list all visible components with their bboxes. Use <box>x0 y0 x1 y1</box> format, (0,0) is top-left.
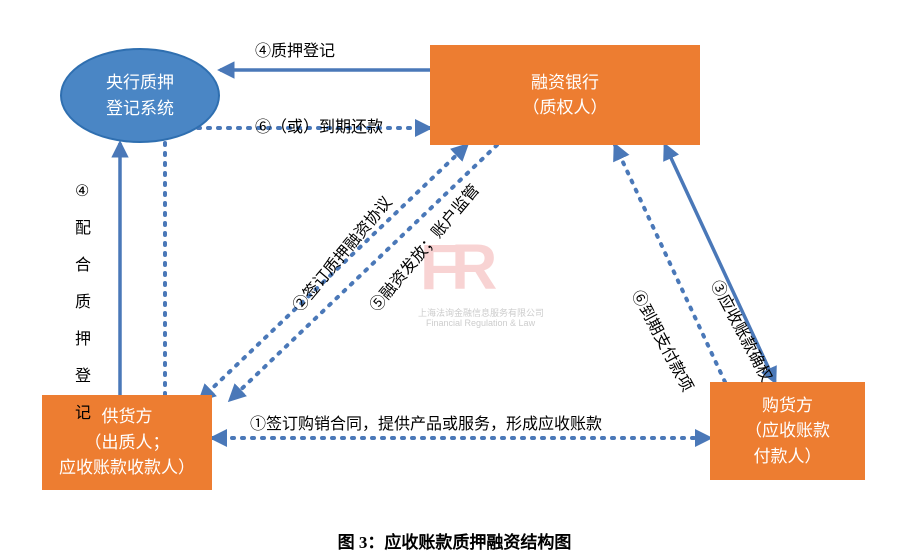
node-supplier: 供货方 （出质人； 应收账款收款人） <box>42 395 212 490</box>
edge-label-line: 押 <box>75 328 91 352</box>
node-label: 央行质押 <box>106 70 174 96</box>
edge-label-4-registration: ④质押登记 <box>255 40 335 64</box>
edge-label-6-due-pay: ⑥到期支付款项 <box>624 286 698 396</box>
node-label: 付款人） <box>754 444 822 470</box>
edge-label-3-confirm: ③应收账款确权 <box>703 276 777 386</box>
edge-label-4-cooperate: ④ 配 合 质 押 登 记 <box>75 180 91 439</box>
edge-label-6-or-repay: ⑥（或）到期还款 <box>255 116 383 140</box>
node-financing-bank: 融资银行 （质权人） <box>430 45 700 145</box>
figure-caption: 图 3：应收账款质押融资结构图 <box>0 528 909 553</box>
node-label: （出质人； <box>85 430 170 456</box>
node-label: 融资银行 <box>531 70 599 96</box>
edge-label-line: 配 <box>75 217 91 241</box>
watermark-text-2: Financial Regulation & Law <box>426 318 535 328</box>
node-central-bank-registry: 央行质押 登记系统 <box>60 48 220 143</box>
edge-label-line: 合 <box>75 254 91 278</box>
edge-label-1-contract: ①签订购销合同，提供产品或服务，形成应收账款 <box>250 413 602 437</box>
node-label: 购货方 <box>762 393 813 419</box>
node-label: 登记系统 <box>106 96 174 122</box>
edge-label-line: ④ <box>75 180 91 204</box>
node-label: 供货方 <box>102 404 153 430</box>
node-label: （应收账款 <box>745 418 830 444</box>
node-label: 应收账款收款人） <box>59 455 195 481</box>
node-buyer: 购货方 （应收账款 付款人） <box>710 382 865 480</box>
edge-label-line: 登 <box>75 365 91 389</box>
node-label: （质权人） <box>523 95 608 121</box>
edge-label-line: 记 <box>75 402 91 426</box>
edge-label-line: 质 <box>75 291 91 315</box>
